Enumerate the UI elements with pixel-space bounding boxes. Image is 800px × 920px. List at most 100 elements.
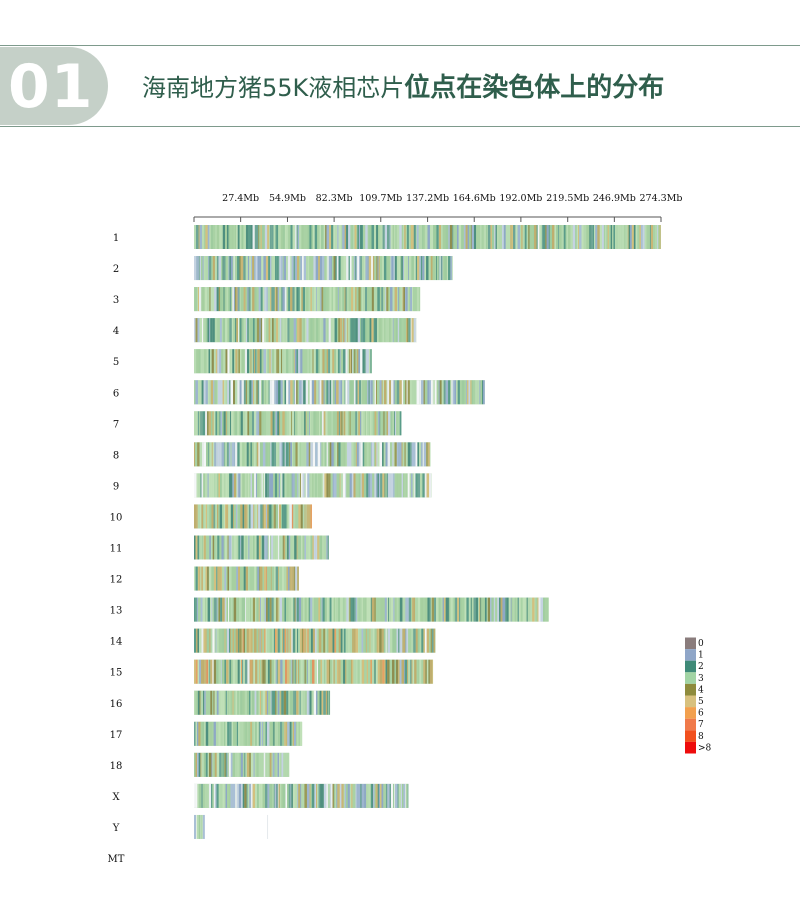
density-stripe: [384, 659, 386, 684]
density-stripe: [353, 473, 356, 498]
density-stripe: [255, 225, 259, 249]
density-stripe: [379, 628, 382, 653]
density-stripe: [283, 349, 286, 374]
density-stripe: [259, 318, 261, 343]
legend-swatch: [685, 637, 696, 650]
density-stripe: [290, 256, 292, 281]
density-stripe: [294, 783, 298, 808]
density-stripe: [426, 659, 429, 684]
density-stripe: [312, 318, 315, 343]
density-stripe: [219, 225, 221, 249]
density-stripe: [316, 783, 318, 808]
density-stripe: [237, 349, 239, 374]
density-stripe: [255, 504, 258, 529]
density-stripe: [304, 442, 307, 467]
density-stripe: [344, 287, 346, 312]
density-stripe: [319, 411, 321, 436]
density-stripe: [226, 752, 228, 777]
density-stripe: [207, 597, 211, 622]
density-stripe: [266, 411, 268, 436]
density-stripe: [286, 318, 288, 343]
density-stripe: [234, 752, 238, 777]
density-stripe: [402, 256, 404, 281]
density-stripe: [350, 659, 353, 684]
density-stripe: [239, 318, 242, 343]
density-stripe: [254, 256, 256, 281]
density-stripe: [388, 411, 391, 436]
density-stripe: [234, 535, 237, 560]
legend-label: 5: [698, 697, 704, 707]
density-stripe: [454, 225, 457, 249]
density-stripe: [261, 225, 265, 249]
density-stripe: [422, 473, 424, 498]
density-stripe: [380, 597, 382, 622]
density-stripe: [384, 597, 387, 622]
density-stripe: [206, 442, 209, 467]
density-stripe: [246, 628, 249, 653]
density-stripe: [246, 442, 249, 467]
density-stripe: [292, 659, 294, 684]
density-stripe: [271, 318, 274, 343]
density-stripe: [413, 225, 416, 249]
density-stripe: [239, 287, 242, 312]
density-stripe: [252, 349, 254, 374]
density-stripe: [370, 659, 372, 684]
density-stripe: [270, 566, 272, 591]
density-stripe: [304, 659, 306, 684]
title-bold: 位点在染色体上的分布: [404, 73, 665, 103]
density-stripe: [386, 256, 388, 281]
density-stripe: [341, 287, 343, 312]
density-stripe: [223, 256, 226, 281]
density-stripe: [247, 411, 250, 436]
density-stripe: [231, 535, 235, 560]
density-stripe: [204, 783, 207, 808]
density-stripe: [429, 225, 431, 249]
density-stripe: [212, 473, 215, 498]
density-stripe: [498, 225, 500, 249]
density-stripe: [228, 659, 230, 684]
density-stripe: [214, 504, 216, 529]
density-stripe: [267, 473, 270, 498]
density-stripe: [262, 473, 265, 498]
density-stripe: [336, 659, 339, 684]
density-stripe: [323, 411, 326, 436]
density-stripe: [217, 473, 219, 498]
density-stripe: [517, 225, 521, 249]
density-stripe: [229, 256, 231, 281]
density-stripe: [386, 628, 388, 653]
chromosome-bar: [194, 411, 402, 436]
density-stripe: [285, 535, 288, 560]
density-stripe: [393, 628, 397, 653]
density-stripe: [335, 442, 338, 467]
density-stripe: [196, 411, 198, 436]
density-stripe: [351, 287, 354, 312]
density-stripe: [280, 566, 282, 591]
density-stripe: [229, 566, 232, 591]
density-stripe: [196, 287, 198, 312]
density-stripe: [471, 380, 474, 405]
density-stripe: [305, 659, 308, 684]
density-stripe: [214, 442, 216, 467]
density-stripe: [356, 783, 358, 808]
density-stripe: [241, 721, 244, 746]
density-stripe: [499, 225, 502, 249]
density-stripe: [355, 318, 358, 343]
density-stripe: [262, 380, 264, 405]
density-stripe: [240, 566, 243, 591]
density-stripe: [414, 380, 417, 405]
density-stripe: [281, 349, 283, 374]
density-stripe: [349, 442, 352, 467]
density-stripe: [276, 380, 279, 405]
density-stripe: [516, 597, 518, 622]
density-stripe: [343, 783, 345, 808]
density-stripe: [327, 442, 330, 467]
density-stripe: [422, 597, 426, 622]
density-stripe: [281, 783, 283, 808]
density-stripe: [426, 473, 430, 498]
density-stripe: [299, 442, 302, 467]
density-stripe: [197, 287, 200, 312]
density-stripe: [347, 380, 350, 405]
chromosome-label: MT: [108, 854, 125, 865]
density-stripe: [407, 380, 410, 405]
density-stripe: [288, 411, 292, 436]
